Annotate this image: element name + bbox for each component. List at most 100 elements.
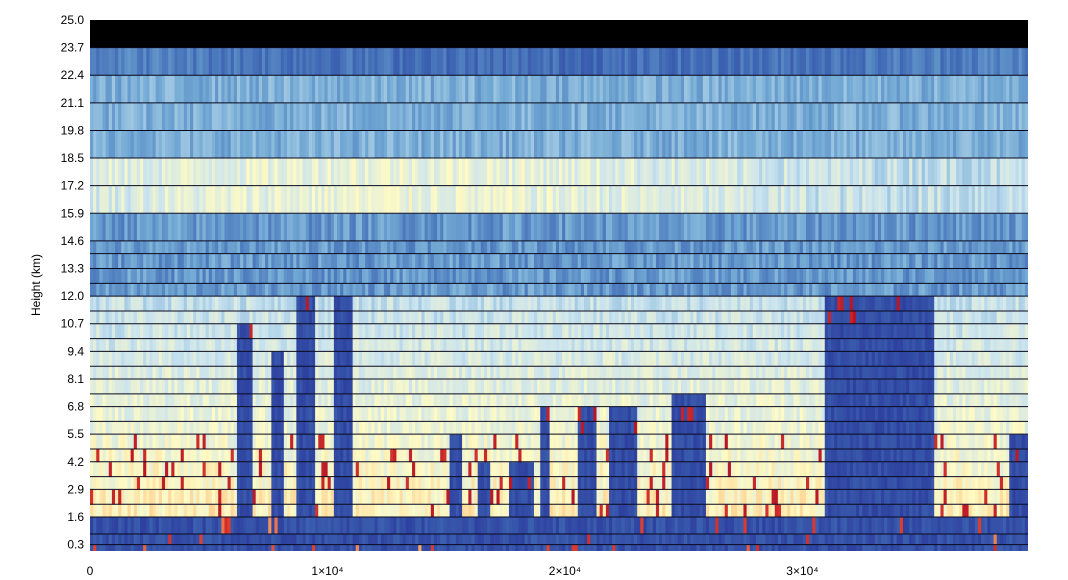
heatmap-cell <box>702 449 707 463</box>
heatmap-cell <box>340 338 344 352</box>
heatmap-cell <box>161 461 166 478</box>
heatmap-cell <box>952 534 957 546</box>
heatmap-cell <box>580 461 585 478</box>
heatmap-cell <box>374 517 379 535</box>
heatmap-cell <box>552 406 557 422</box>
heatmap-cell <box>530 338 535 352</box>
heatmap-cell <box>352 351 357 367</box>
heatmap-cell <box>474 366 479 380</box>
heatmap-cell <box>468 544 473 551</box>
heatmap-cell <box>449 449 454 463</box>
heatmap-cell <box>261 366 266 380</box>
heatmap-cell <box>856 449 860 463</box>
heatmap-cell <box>186 421 191 435</box>
heatmap-cell <box>981 489 985 505</box>
heatmap-cell <box>812 434 816 450</box>
heatmap-cell <box>874 449 879 463</box>
heatmap-cell <box>771 406 776 422</box>
heatmap-cell <box>965 406 970 422</box>
heatmap-cell <box>105 544 110 551</box>
heatmap-cell <box>640 476 645 490</box>
heatmap-cell <box>146 489 151 505</box>
heatmap-cell <box>990 449 995 463</box>
heatmap-cell <box>890 421 895 435</box>
heatmap-cell <box>468 461 473 478</box>
heatmap-cell <box>302 393 307 407</box>
heatmap-cell <box>499 434 504 450</box>
heatmap-cell <box>433 504 438 518</box>
heatmap-cell <box>668 517 673 535</box>
heatmap-cell <box>136 449 141 463</box>
heatmap-cell <box>168 517 172 535</box>
heatmap-cell <box>190 338 194 352</box>
heatmap-cell <box>665 476 670 490</box>
heatmap-cell <box>165 338 169 352</box>
heatmap-cell <box>649 476 654 490</box>
heatmap-cell <box>499 393 504 407</box>
heatmap-cell <box>186 366 191 380</box>
heatmap-cell <box>118 544 122 551</box>
heatmap-cell <box>152 544 157 551</box>
heatmap-cell <box>199 476 204 490</box>
heatmap-cell <box>387 476 391 490</box>
heatmap-cell <box>640 534 645 546</box>
heatmap-cell <box>771 378 776 395</box>
heatmap-cell <box>796 504 801 518</box>
heatmap-cell <box>140 323 144 339</box>
heatmap-cell <box>393 517 398 535</box>
heatmap-cell <box>374 393 379 407</box>
heatmap-cell <box>846 434 851 450</box>
heatmap-cell <box>609 338 613 352</box>
heatmap-cell <box>330 449 335 463</box>
heatmap-cell <box>468 434 473 450</box>
heatmap-cell <box>468 338 473 352</box>
heatmap-cell <box>646 489 651 505</box>
heatmap-cell <box>171 378 176 395</box>
heatmap-cell <box>152 378 157 395</box>
heatmap-cell <box>802 351 807 367</box>
heatmap-cell <box>352 476 357 490</box>
heatmap-cell <box>609 323 613 339</box>
heatmap-cell <box>937 406 942 422</box>
heatmap-cell <box>562 406 566 422</box>
heatmap-cell <box>202 449 207 463</box>
heatmap-cell <box>627 434 632 450</box>
heatmap-cell <box>909 421 913 435</box>
heatmap-cell <box>530 351 535 367</box>
heatmap-cell <box>946 393 951 407</box>
heatmap-cell <box>977 534 982 546</box>
heatmap-cell <box>959 338 963 352</box>
heatmap-cell <box>258 544 263 551</box>
heatmap-cell <box>690 489 695 505</box>
heatmap-cell <box>665 517 670 535</box>
heatmap-cell <box>634 393 638 407</box>
heatmap-cell <box>618 517 623 535</box>
heatmap-cell <box>446 534 451 546</box>
heatmap-cell <box>371 449 376 463</box>
heatmap-cell <box>383 517 388 535</box>
heatmap-cell <box>490 489 494 505</box>
heatmap-cell <box>499 366 504 380</box>
heatmap-cell <box>355 393 360 407</box>
heatmap-cell <box>96 378 100 395</box>
heatmap-cell <box>365 544 369 551</box>
heatmap-cell <box>927 517 932 535</box>
heatmap-cell <box>199 449 204 463</box>
heatmap-cell <box>224 476 229 490</box>
heatmap-cell <box>90 517 94 535</box>
heatmap-cell <box>646 406 651 422</box>
heatmap-cell <box>727 449 732 463</box>
heatmap-cell <box>549 338 554 352</box>
heatmap-cell <box>902 421 907 435</box>
heatmap-cell <box>993 338 998 352</box>
heatmap-cell <box>596 351 601 367</box>
heatmap-cell <box>952 489 957 505</box>
heatmap-cell <box>674 338 679 352</box>
heatmap-cell <box>358 393 363 407</box>
heatmap-cell <box>258 378 263 395</box>
heatmap-cell <box>143 323 147 339</box>
heatmap-cell <box>224 338 229 352</box>
heatmap-cell <box>505 476 510 490</box>
heatmap-cell <box>862 393 867 407</box>
heatmap-cell <box>440 517 444 535</box>
